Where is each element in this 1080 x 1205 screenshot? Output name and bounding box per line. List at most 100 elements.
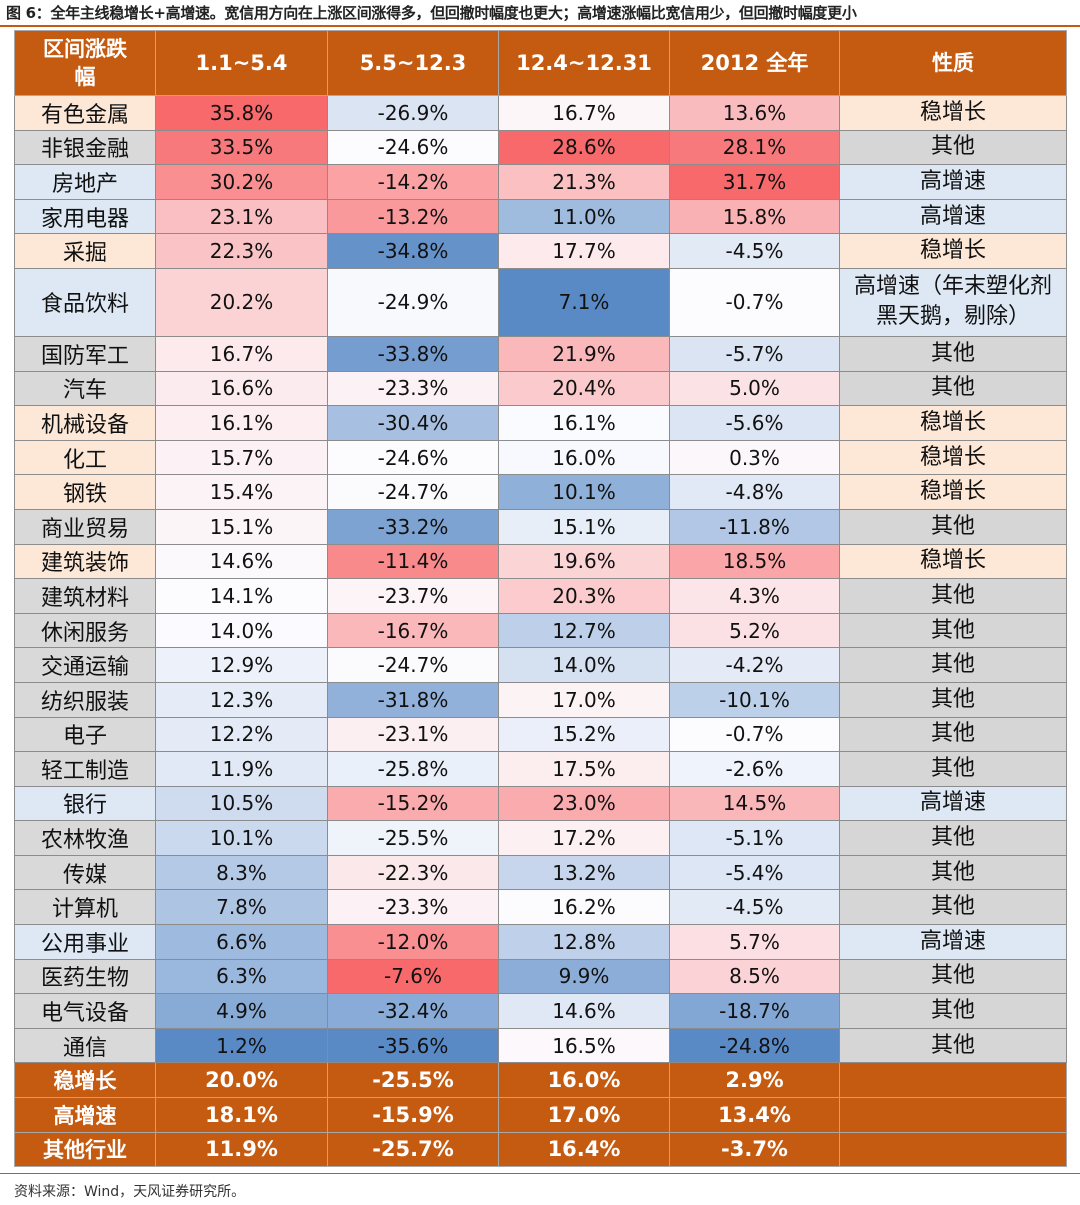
property-cell: 其他 (839, 889, 1067, 926)
return-cell: 16.6% (155, 370, 328, 407)
table-row: 食品饮料 20.2% -24.9% 7.1% -0.7% 高增速（年末塑化剂黑天鹅，剔除） (14, 267, 1067, 337)
return-cell: -25.5% (327, 820, 499, 856)
sector-name: 电气设备 (14, 993, 156, 1029)
return-cell: -24.7% (327, 474, 499, 510)
return-cell: 0.3% (669, 439, 840, 476)
table-row: 钢铁 15.4% -24.7% 10.1% -4.8% 稳增长 (14, 474, 1067, 510)
return-cell: 6.3% (155, 958, 328, 995)
property-cell: 其他 (839, 993, 1067, 1029)
sector-name: 休闲服务 (14, 612, 156, 649)
table-row: 农林牧渔 10.1% -25.5% 17.2% -5.1% 其他 (14, 820, 1067, 856)
return-cell: 15.1% (498, 508, 670, 545)
property-cell: 其他 (839, 578, 1067, 614)
return-cell: -5.7% (669, 335, 840, 372)
return-cell: -24.6% (327, 129, 499, 166)
return-cell: 10.5% (155, 785, 328, 822)
return-cell: 17.5% (498, 751, 670, 787)
table-row: 休闲服务 14.0% -16.7% 12.7% 5.2% 其他 (14, 612, 1067, 649)
property-cell: 高增速 (839, 924, 1067, 960)
return-cell: -23.3% (327, 889, 499, 926)
return-cell: -18.7% (669, 993, 840, 1029)
return-cell: 14.0% (155, 612, 328, 649)
return-cell: 17.0% (498, 681, 670, 718)
return-cell: -4.8% (669, 474, 840, 510)
table-row: 交通运输 12.9% -24.7% 14.0% -4.2% 其他 (14, 647, 1067, 683)
return-cell: 15.2% (498, 716, 670, 753)
return-cell: 14.0% (498, 647, 670, 683)
property-cell: 其他 (839, 751, 1067, 787)
property-cell: 稳增长 (839, 233, 1067, 269)
table-row: 机械设备 16.1% -30.4% 16.1% -5.6% 稳增长 (14, 405, 1067, 441)
return-cell: 1.2% (155, 1027, 328, 1064)
return-cell: 18.5% (669, 543, 840, 580)
property-cell: 其他 (839, 129, 1067, 166)
return-cell: 28.1% (669, 129, 840, 166)
return-cell: 5.0% (669, 370, 840, 407)
property-cell: 稳增长 (839, 474, 1067, 510)
summary-row: 高增速 18.1% -15.9% 17.0% 13.4% (14, 1097, 1067, 1133)
return-cell: -23.3% (327, 370, 499, 407)
summary-empty-cell (839, 1097, 1067, 1133)
property-cell: 稳增长 (839, 439, 1067, 476)
summary-cell: -25.5% (327, 1062, 499, 1099)
return-cell: 22.3% (155, 233, 328, 269)
table-summary: 稳增长 20.0% -25.5% 16.0% 2.9% 高增速 18.1% -15.9% 17.… (14, 1062, 1067, 1168)
return-cell: 12.8% (498, 924, 670, 960)
return-cell: -11.8% (669, 508, 840, 545)
sector-name: 机械设备 (14, 405, 156, 441)
table-row: 纺织服装 12.3% -31.8% 17.0% -10.1% 其他 (14, 681, 1067, 718)
return-cell: 4.9% (155, 993, 328, 1029)
summary-empty-cell (839, 1062, 1067, 1099)
sector-name: 化工 (14, 439, 156, 476)
return-cell: 16.7% (155, 335, 328, 372)
return-cell: 16.1% (155, 405, 328, 441)
return-cell: 4.3% (669, 578, 840, 614)
table-row: 轻工制造 11.9% -25.8% 17.5% -2.6% 其他 (14, 751, 1067, 787)
return-cell: 15.4% (155, 474, 328, 510)
property-cell: 其他 (839, 370, 1067, 407)
return-cell: 10.1% (155, 820, 328, 856)
return-cell: -10.1% (669, 681, 840, 718)
return-cell: -31.8% (327, 681, 499, 718)
return-cell: 35.8% (155, 95, 328, 131)
return-cell: 15.8% (669, 198, 840, 235)
sector-name: 交通运输 (14, 647, 156, 683)
return-cell: 5.7% (669, 924, 840, 960)
return-cell: -7.6% (327, 958, 499, 995)
return-cell: -13.2% (327, 198, 499, 235)
return-cell: 15.1% (155, 508, 328, 545)
property-cell: 其他 (839, 820, 1067, 856)
property-cell: 其他 (839, 854, 1067, 891)
return-cell: 16.7% (498, 95, 670, 131)
table-row: 非银金融 33.5% -24.6% 28.6% 28.1% 其他 (14, 129, 1067, 166)
return-cell: 8.5% (669, 958, 840, 995)
return-cell: -32.4% (327, 993, 499, 1029)
summary-cell: 16.0% (498, 1062, 670, 1099)
return-cell: 12.2% (155, 716, 328, 753)
sector-name: 建筑材料 (14, 578, 156, 614)
return-cell: -0.7% (669, 267, 840, 337)
return-cell: -2.6% (669, 751, 840, 787)
return-cell: 21.3% (498, 164, 670, 200)
return-cell: -4.5% (669, 233, 840, 269)
table-row: 通信 1.2% -35.6% 16.5% -24.8% 其他 (14, 1027, 1067, 1064)
sector-name: 有色金属 (14, 95, 156, 131)
summary-cell: 17.0% (498, 1097, 670, 1133)
return-cell: -14.2% (327, 164, 499, 200)
sector-name: 通信 (14, 1027, 156, 1064)
return-cell: 9.9% (498, 958, 670, 995)
property-cell: 其他 (839, 1027, 1067, 1064)
property-cell: 高增速 (839, 164, 1067, 200)
return-cell: 20.3% (498, 578, 670, 614)
table-row: 建筑装饰 14.6% -11.4% 19.6% 18.5% 稳增长 (14, 543, 1067, 580)
summary-name: 其他行业 (14, 1131, 156, 1168)
property-cell: 高增速 (839, 198, 1067, 235)
property-cell: 稳增长 (839, 405, 1067, 441)
return-cell: 20.4% (498, 370, 670, 407)
return-cell: -5.1% (669, 820, 840, 856)
return-cell: 12.7% (498, 612, 670, 649)
return-cell: -33.2% (327, 508, 499, 545)
return-cell: 16.1% (498, 405, 670, 441)
return-cell: 28.6% (498, 129, 670, 166)
table-row: 计算机 7.8% -23.3% 16.2% -4.5% 其他 (14, 889, 1067, 926)
